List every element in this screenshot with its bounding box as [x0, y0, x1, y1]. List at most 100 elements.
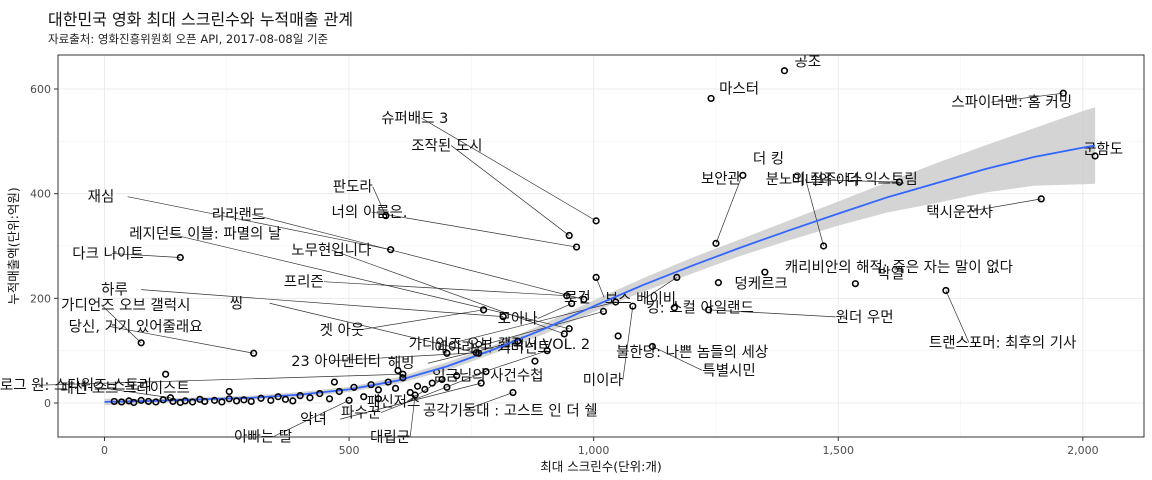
- label-leader-line: [100, 304, 142, 344]
- label-leader-line: [100, 387, 171, 399]
- y-tick-label: 600: [30, 83, 51, 96]
- data-point: [374, 386, 383, 394]
- point-label: 덩케르크: [734, 276, 787, 293]
- data-point: [137, 396, 145, 404]
- label-leader-line: [359, 309, 484, 331]
- point-label: 판도라: [333, 179, 373, 196]
- label-leader-line: [108, 325, 254, 354]
- data-point: [374, 395, 383, 403]
- x-tick-label: 2,000: [1067, 444, 1099, 457]
- data-point: [306, 394, 314, 402]
- point-label: 캐리비안의 해적: 죽은 자는 말이 없다: [785, 259, 1013, 276]
- data-point: [257, 394, 265, 402]
- point-label: 재심: [88, 189, 115, 206]
- label-leader-line: [420, 117, 597, 222]
- point-label: 하루: [101, 282, 128, 299]
- point-label: 라라랜드: [212, 206, 265, 223]
- data-point: [629, 302, 637, 310]
- data-point: [159, 396, 167, 404]
- label-leader-line: [537, 303, 572, 319]
- data-point: [851, 280, 859, 288]
- label-leader-line: [622, 306, 634, 381]
- data-point: [110, 397, 118, 406]
- label-leader-line: [462, 392, 514, 411]
- label-leader-line: [966, 198, 1042, 213]
- point-label: 공조: [794, 55, 821, 71]
- point-label: 파수꾼: [341, 405, 381, 422]
- point-label: 씽: [230, 295, 243, 312]
- label-leader-line: [715, 178, 742, 244]
- point-label: 에이리언: 커버넌트: [434, 339, 550, 356]
- data-point: [325, 395, 334, 403]
- data-point: [225, 395, 233, 403]
- point-label: 슈퍼배드 3: [381, 110, 448, 127]
- data-point: [296, 392, 304, 400]
- label-leader-line: [112, 253, 181, 258]
- data-point: [316, 389, 324, 398]
- data-point: [117, 398, 126, 406]
- data-point: [565, 325, 573, 333]
- data-point: [712, 239, 720, 247]
- label-leader-line: [169, 233, 570, 330]
- point-label: 보안관: [701, 170, 741, 187]
- data-point: [399, 370, 407, 378]
- data-point: [453, 372, 461, 380]
- data-point: [345, 396, 353, 404]
- data-point: [382, 212, 390, 220]
- point-label: 미이라: [583, 372, 623, 389]
- data-point: [443, 349, 451, 357]
- y-tick-label: 200: [30, 292, 51, 305]
- label-leader-line: [945, 290, 970, 343]
- point-label: 불한당: 나쁜 놈들의 세상: [616, 344, 768, 361]
- label-leader-line: [39, 373, 403, 386]
- data-point: [1091, 152, 1099, 160]
- data-point: [482, 367, 490, 376]
- data-point: [438, 375, 446, 384]
- data-point: [514, 337, 522, 345]
- data-point: [572, 243, 581, 251]
- label-leader-line: [708, 309, 836, 318]
- y-tick-label: 0: [44, 397, 51, 410]
- label-leader-line: [372, 186, 387, 216]
- data-point: [543, 347, 551, 355]
- data-point: [225, 387, 233, 396]
- label-leader-line: [331, 352, 477, 362]
- data-point: [181, 397, 189, 405]
- data-point: [247, 397, 255, 406]
- data-point: [707, 94, 715, 103]
- data-point: [428, 379, 436, 387]
- chart-subtitle: 자료출처: 영화진흥위원회 오픈 API, 2017-08-08일 기준: [48, 32, 329, 46]
- y-tick-label: 400: [30, 188, 51, 201]
- data-point: [188, 398, 197, 406]
- x-tick-label: 1,000: [578, 444, 610, 457]
- x-tick-label: 500: [339, 444, 360, 457]
- label-leader-line: [991, 92, 1064, 103]
- data-point: [232, 397, 241, 405]
- data-point: [443, 383, 451, 391]
- x-tick-label: 0: [101, 444, 108, 457]
- point-label: 트랜스포머: 최후의 기사: [929, 334, 1077, 351]
- data-point: [210, 396, 219, 404]
- data-point: [162, 370, 170, 378]
- data-point: [169, 397, 177, 406]
- data-point: [137, 339, 145, 347]
- data-point: [130, 398, 138, 407]
- data-point: [761, 268, 769, 276]
- data-point: [176, 253, 184, 262]
- point-label: 프리즌: [284, 274, 324, 291]
- label-leader-line: [652, 346, 703, 371]
- data-point: [612, 298, 620, 306]
- data-point: [218, 398, 226, 406]
- data-point: [250, 349, 258, 357]
- data-point: [580, 295, 588, 303]
- data-point: [330, 378, 338, 386]
- data-point: [819, 242, 828, 250]
- point-label: 군함도: [1083, 141, 1123, 158]
- x-tick-label: 1,500: [823, 444, 855, 457]
- data-point: [648, 342, 656, 351]
- data-point: [531, 357, 539, 365]
- data-point: [780, 67, 789, 75]
- point-label: 모아나: [498, 311, 538, 328]
- data-point: [399, 374, 407, 382]
- data-point: [384, 378, 392, 386]
